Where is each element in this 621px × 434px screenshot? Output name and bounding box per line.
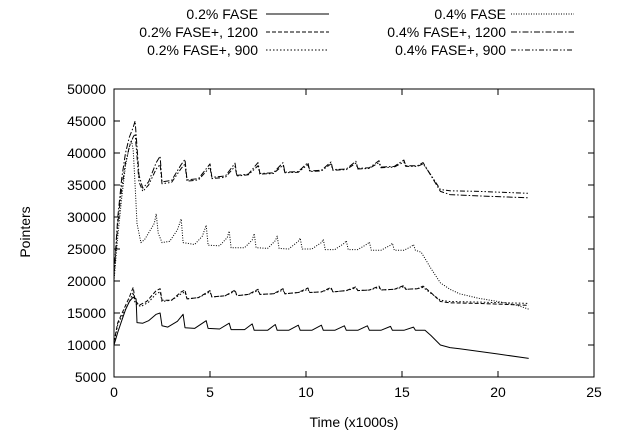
series-line-3 bbox=[113, 286, 529, 344]
series-line-6 bbox=[113, 133, 529, 278]
series-line-4 bbox=[113, 139, 529, 310]
y-tick-label: 5000 bbox=[75, 369, 106, 385]
legend-label-5: 0.4% FASE+, 1200 bbox=[387, 24, 506, 40]
y-tick-label: 50000 bbox=[67, 81, 106, 97]
axis-ticks: 0 5 10 15 20 25 5000 10000 15000 20000 25000 30000 3… bbox=[67, 81, 602, 400]
x-tick-label: 20 bbox=[490, 384, 506, 400]
legend-label-3: 0.2% FASE+, 900 bbox=[147, 42, 258, 58]
series-line-2 bbox=[113, 285, 529, 342]
legend-label-4: 0.4% FASE bbox=[434, 6, 506, 22]
series-line-5 bbox=[113, 120, 529, 275]
plot-border bbox=[113, 88, 595, 378]
legend-label-6: 0.4% FASE+, 900 bbox=[395, 42, 506, 58]
plot-frame bbox=[113, 88, 595, 378]
legend-label-2: 0.2% FASE+, 1200 bbox=[139, 24, 258, 40]
y-tick-label: 30000 bbox=[67, 209, 106, 225]
legend: 0.2% FASE 0.2% FASE+, 1200 0.2% FASE+, 900… bbox=[139, 6, 574, 58]
y-tick-label: 10000 bbox=[67, 337, 106, 353]
y-tick-label: 20000 bbox=[67, 273, 106, 289]
x-tick-label: 10 bbox=[298, 384, 314, 400]
x-tick-label: 15 bbox=[394, 384, 410, 400]
x-tick-label: 0 bbox=[110, 384, 118, 400]
series-line-1 bbox=[113, 296, 529, 359]
y-tick-label: 25000 bbox=[67, 241, 106, 257]
x-tick-label: 5 bbox=[206, 384, 214, 400]
y-tick-label: 35000 bbox=[67, 177, 106, 193]
y-tick-label: 15000 bbox=[67, 305, 106, 321]
legend-label-1: 0.2% FASE bbox=[186, 6, 258, 22]
y-axis-label: Pointers bbox=[17, 206, 33, 257]
y-tick-label: 40000 bbox=[67, 145, 106, 161]
x-tick-label: 25 bbox=[586, 384, 602, 400]
series-layer bbox=[113, 120, 529, 359]
x-axis-label: Time (x1000s) bbox=[310, 414, 399, 430]
y-tick-label: 45000 bbox=[67, 113, 106, 129]
